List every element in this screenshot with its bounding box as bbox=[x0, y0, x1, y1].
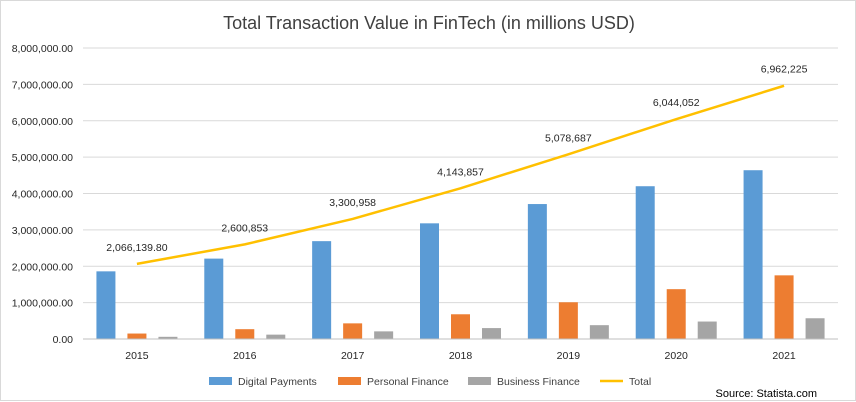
bar-personal-finance-2017 bbox=[343, 323, 363, 339]
chart-title: Total Transaction Value in FinTech (in m… bbox=[223, 13, 635, 33]
bar-digital-payments-2019 bbox=[527, 204, 547, 339]
bar-personal-finance-2020 bbox=[666, 289, 686, 339]
bar-digital-payments-2021 bbox=[743, 170, 763, 339]
x-tick-label: 2017 bbox=[341, 350, 365, 362]
y-tick-label: 1,000,000.00 bbox=[12, 298, 73, 310]
bar-digital-payments-2018 bbox=[420, 223, 439, 339]
x-tick-label: 2015 bbox=[125, 350, 149, 362]
bar-business-finance-2021 bbox=[805, 318, 825, 339]
bar-business-finance-2015 bbox=[158, 336, 178, 339]
bar-personal-finance-2021 bbox=[774, 275, 794, 339]
y-tick-label: 6,000,000.00 bbox=[12, 116, 73, 128]
bar-digital-payments-2020 bbox=[635, 186, 655, 339]
x-tick-label: 2020 bbox=[665, 350, 689, 362]
total-data-label: 4,143,857 bbox=[437, 166, 484, 178]
legend-label: Total bbox=[629, 376, 651, 388]
bar-business-finance-2020 bbox=[697, 321, 717, 339]
bar-personal-finance-2015 bbox=[127, 333, 147, 339]
bar-digital-payments-2015 bbox=[96, 271, 116, 339]
bar-business-finance-2016 bbox=[266, 334, 286, 339]
total-data-label: 2,600,853 bbox=[221, 222, 268, 234]
total-data-label: 6,962,225 bbox=[761, 64, 808, 76]
y-tick-label: 2,000,000.00 bbox=[12, 261, 73, 273]
legend-swatch bbox=[209, 377, 232, 385]
legend-swatch bbox=[338, 377, 361, 385]
data-labels: 2,066,139.80 2,600,853 3,300,958 4,143,857 5… bbox=[106, 64, 807, 254]
bar-business-finance-2019 bbox=[589, 325, 609, 339]
source-note: Source: Statista.com bbox=[716, 388, 818, 400]
legend-label: Personal Finance bbox=[367, 376, 449, 388]
y-tick-label: 7,000,000.00 bbox=[12, 79, 73, 91]
y-tick-label: 0.00 bbox=[53, 334, 74, 346]
total-line bbox=[136, 84, 785, 266]
x-tick-label: 2019 bbox=[557, 350, 581, 362]
legend-swatch bbox=[468, 377, 491, 385]
y-tick-label: 8,000,000.00 bbox=[12, 43, 73, 55]
total-data-label: 5,078,687 bbox=[545, 132, 592, 144]
x-tick-label: 2021 bbox=[772, 350, 796, 362]
bar-business-finance-2017 bbox=[374, 331, 394, 339]
bar-personal-finance-2018 bbox=[451, 314, 470, 339]
total-data-label: 6,044,052 bbox=[653, 97, 700, 109]
bar-digital-payments-2017 bbox=[312, 241, 332, 339]
x-tick-label: 2016 bbox=[233, 350, 257, 362]
y-tick-label: 4,000,000.00 bbox=[12, 189, 73, 201]
x-axis-ticks: 2015 2016 2017 2018 2019 2020 2021 bbox=[125, 350, 796, 362]
y-axis-ticks: 0.00 1,000,000.00 2,000,000.00 3,000,000.00… bbox=[12, 43, 73, 346]
bar-digital-payments-2016 bbox=[204, 258, 224, 339]
y-tick-label: 5,000,000.00 bbox=[12, 152, 73, 164]
bar-personal-finance-2019 bbox=[558, 302, 578, 339]
x-tick-label: 2018 bbox=[449, 350, 473, 362]
legend-label: Digital Payments bbox=[238, 376, 317, 388]
total-line-path bbox=[136, 84, 785, 266]
total-data-label: 3,300,958 bbox=[329, 197, 376, 209]
y-tick-label: 3,000,000.00 bbox=[12, 225, 73, 237]
legend: Digital Payments Personal Finance Business… bbox=[209, 376, 651, 388]
legend-label: Business Finance bbox=[497, 376, 580, 388]
bars bbox=[96, 170, 825, 339]
bar-business-finance-2018 bbox=[482, 328, 501, 339]
total-data-label: 2,066,139.80 bbox=[106, 242, 167, 254]
bar-personal-finance-2016 bbox=[235, 329, 255, 339]
